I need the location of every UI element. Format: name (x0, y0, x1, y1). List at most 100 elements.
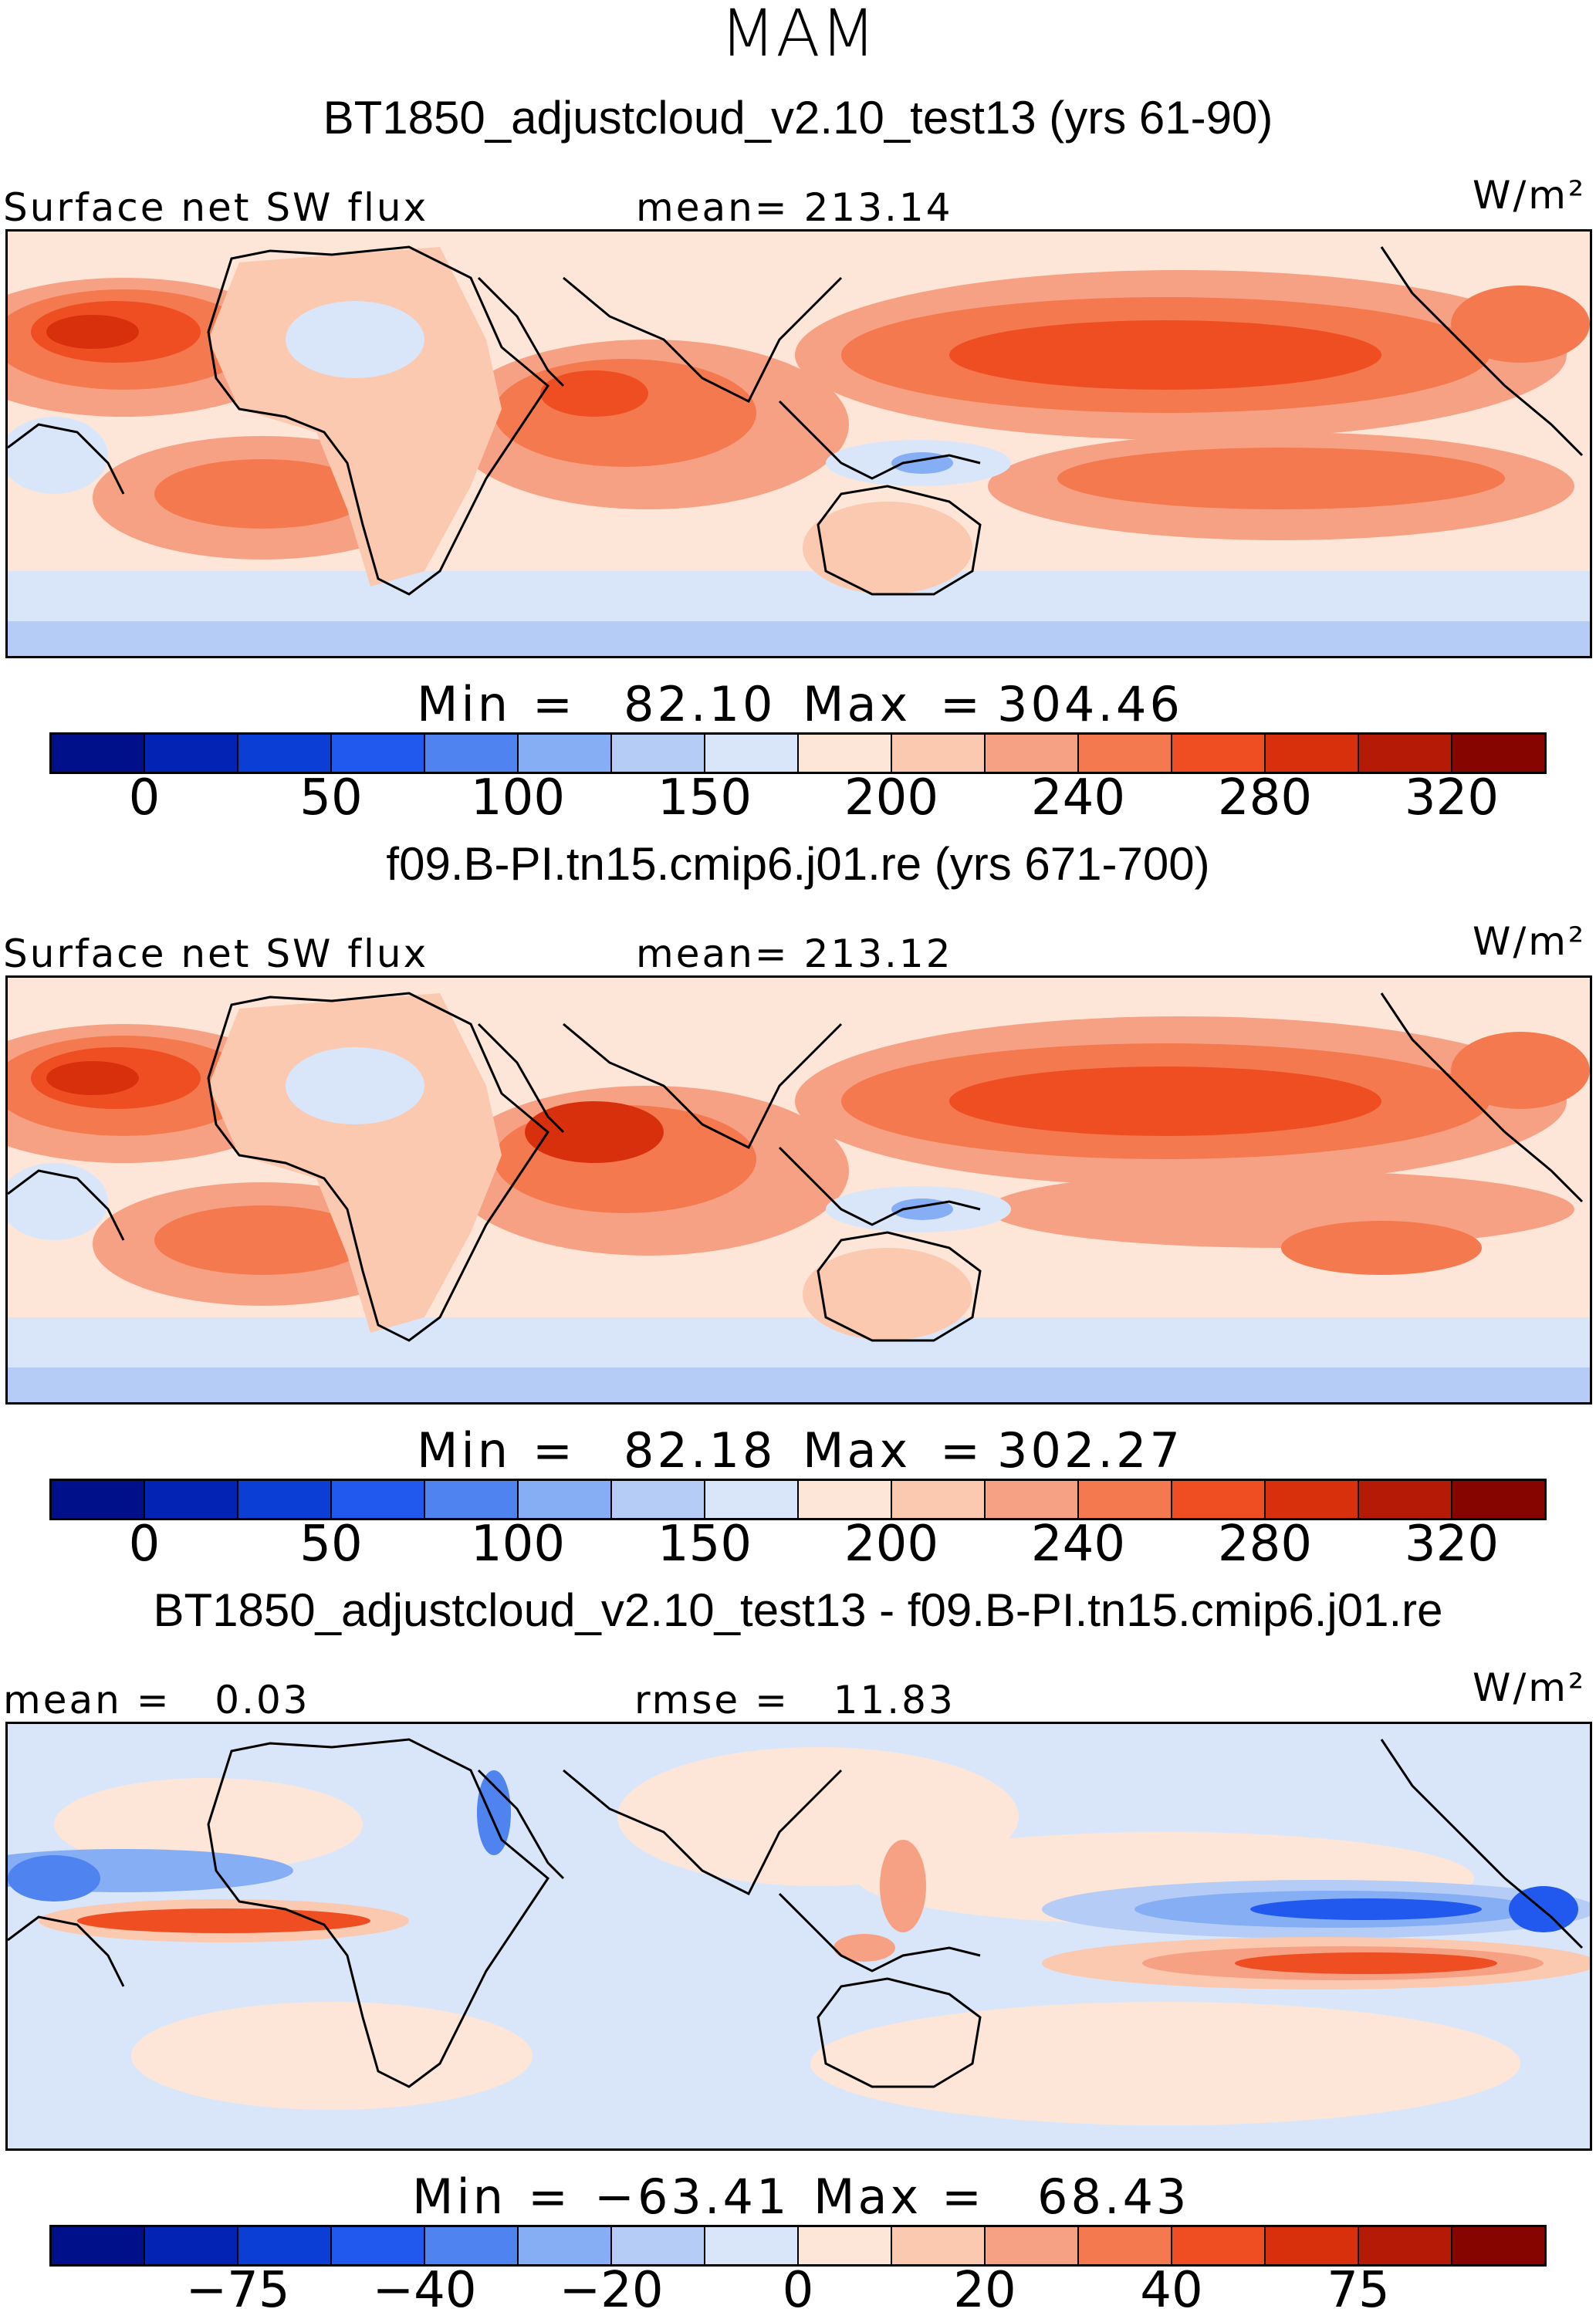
colorbar-segment (519, 2227, 612, 2264)
panel-1-tick: 280 (1217, 769, 1313, 827)
colorbar-segment (705, 735, 799, 772)
panel-3-tick: 20 (953, 2262, 1016, 2319)
panel-1-tick: 320 (1404, 769, 1500, 827)
colorbar-segment (519, 735, 612, 772)
panel-2-tick: 200 (844, 1516, 939, 1573)
panel-2-tick: 320 (1404, 1516, 1500, 1573)
colorbar-segment (1266, 735, 1359, 772)
colorbar-segment (1359, 735, 1452, 772)
panel-1-min-label: Min (417, 676, 512, 732)
panel-2-colorbar (49, 1479, 1547, 1520)
colorbar-segment (799, 2227, 892, 2264)
colorbar-segment (1452, 735, 1544, 772)
panel-1-map-field (8, 232, 1590, 656)
panel-2-tick: 150 (657, 1516, 752, 1573)
panel-2-map (5, 975, 1592, 1405)
colorbar-segment (892, 2227, 986, 2264)
panel-3-map-field (8, 1724, 1590, 2148)
colorbar-segment (986, 735, 1079, 772)
colorbar-segment (519, 1481, 612, 1518)
panel-1-tick: 200 (844, 769, 939, 827)
panel-2-max-label: Max (803, 1422, 911, 1479)
panel-1-tick: 100 (470, 769, 566, 827)
panel-2-min-eq: = (533, 1422, 576, 1479)
panel-3-tick: 75 (1327, 2262, 1390, 2319)
panel-2-mean-label: mean= 213.12 (636, 931, 953, 976)
panel-2-variable-label: Surface net SW flux (3, 931, 429, 976)
panel-2-min-value: 82.18 (624, 1422, 776, 1479)
colorbar-segment (238, 2227, 332, 2264)
panel-3-tick: −75 (185, 2262, 290, 2319)
colorbar-segment (425, 735, 519, 772)
colorbar-segment (892, 735, 986, 772)
panel-3-max-value: 68.43 (1037, 2169, 1190, 2225)
panel-3-min-value: −63.41 (594, 2169, 790, 2225)
colorbar-segment (799, 1481, 892, 1518)
colorbar-segment (1079, 1481, 1172, 1518)
panel-1-min-value: 82.10 (624, 676, 776, 732)
panel-3-colorbar (49, 2225, 1547, 2267)
panel-1-tick: 240 (1030, 769, 1126, 827)
panel-1-mean-label: mean= 213.14 (636, 185, 953, 230)
colorbar-segment (705, 2227, 799, 2264)
season-title: MAM (719, 0, 877, 71)
panel-2-tick: 0 (128, 1516, 161, 1573)
colorbar-segment (1266, 1481, 1359, 1518)
panel-1-max-eq: = (940, 676, 983, 732)
panel-1-title: BT1850_adjustcloud_v2.10_test13 (yrs 61-… (323, 92, 1273, 144)
colorbar-segment (1172, 1481, 1266, 1518)
colorbar-segment (238, 735, 332, 772)
colorbar-segment (1359, 2227, 1452, 2264)
panel-1-min-eq: = (533, 676, 576, 732)
panel-3-tick: 0 (782, 2262, 814, 2319)
colorbar-segment (1359, 1481, 1452, 1518)
panel-3-rmse-label: rmse = 11.83 (634, 1678, 955, 1722)
colorbar-segment (332, 1481, 425, 1518)
colorbar-segment (1172, 735, 1266, 772)
panel-2-units: W/m² (1473, 919, 1587, 964)
panel-3-tick: 40 (1140, 2262, 1203, 2319)
panel-2-tick: 240 (1030, 1516, 1126, 1573)
colorbar-segment (986, 1481, 1079, 1518)
panel-2-tick: 280 (1217, 1516, 1313, 1573)
panel-2-tick: 100 (470, 1516, 566, 1573)
panel-1-max-label: Max (803, 676, 911, 732)
colorbar-segment (1452, 2227, 1544, 2264)
panel-1-variable-label: Surface net SW flux (3, 185, 429, 230)
panel-3-map (5, 1722, 1592, 2151)
colorbar-segment (892, 1481, 986, 1518)
colorbar-segment (612, 2227, 705, 2264)
panel-2-tick: 50 (299, 1516, 363, 1573)
colorbar-segment (425, 2227, 519, 2264)
panel-1-units: W/m² (1473, 173, 1587, 218)
colorbar-segment (705, 1481, 799, 1518)
panel-3-tick: −40 (372, 2262, 477, 2319)
colorbar-segment (52, 1481, 145, 1518)
panel-2-max-eq: = (940, 1422, 983, 1479)
panel-3-tick: −20 (559, 2262, 664, 2319)
panel-1-tick: 150 (657, 769, 752, 827)
colorbar-segment (425, 1481, 519, 1518)
panel-3-mean-label: mean = 0.03 (3, 1678, 310, 1722)
panel-2-title: f09.B-PI.tn15.cmip6.j01.re (yrs 671-700) (386, 838, 1210, 890)
colorbar-segment (986, 2227, 1079, 2264)
panel-1-tick: 50 (299, 769, 363, 827)
colorbar-segment (1172, 2227, 1266, 2264)
panel-1-max-value: 304.46 (997, 676, 1183, 732)
colorbar-segment (52, 735, 145, 772)
panel-1-colorbar (49, 732, 1547, 774)
colorbar-segment (612, 1481, 705, 1518)
colorbar-segment (1266, 2227, 1359, 2264)
colorbar-segment (145, 735, 238, 772)
panel-1-map (5, 229, 1592, 658)
colorbar-segment (145, 1481, 238, 1518)
colorbar-segment (238, 1481, 332, 1518)
panel-3-title: BT1850_adjustcloud_v2.10_test13 - f09.B-… (153, 1584, 1443, 1636)
panel-3-max-label: Max (813, 2169, 922, 2225)
colorbar-segment (612, 735, 705, 772)
colorbar-segment (1079, 2227, 1172, 2264)
panel-2-map-field (8, 978, 1590, 1402)
panel-2-max-value: 302.27 (997, 1422, 1183, 1479)
colorbar-segment (1079, 735, 1172, 772)
colorbar-segment (1452, 1481, 1544, 1518)
